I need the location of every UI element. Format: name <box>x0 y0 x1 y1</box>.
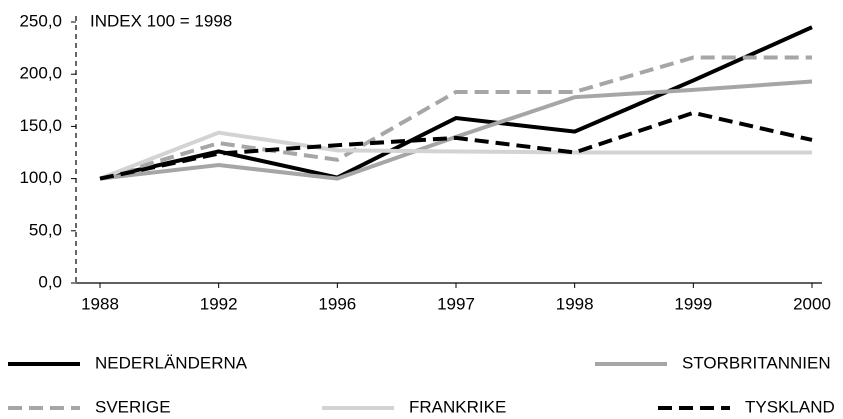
x-tick-label: 1988 <box>81 294 119 313</box>
line-series <box>99 25 813 181</box>
x-tick-label: 2000 <box>793 294 831 313</box>
legend-label: FRANKRIKE <box>409 397 506 416</box>
legend-label: TYSKLAND <box>745 397 835 416</box>
y-tick-label: 0,0 <box>38 272 62 291</box>
x-tick-label: 1997 <box>437 294 475 313</box>
line-series <box>99 130 812 181</box>
y-tick-label: 150,0 <box>19 116 62 135</box>
x-tick-label: 1992 <box>200 294 238 313</box>
x-tick-label: 1999 <box>674 294 712 313</box>
annotation: INDEX 100 = 1998 <box>90 11 232 30</box>
line-series <box>99 79 813 181</box>
y-tick-label: 250,0 <box>19 11 62 30</box>
x-tick-label: 1996 <box>318 294 356 313</box>
y-tick-label: 50,0 <box>29 220 62 239</box>
x-tick-label: 1998 <box>556 294 594 313</box>
legend-label: SVERIGE <box>95 397 171 416</box>
y-tick-label: 100,0 <box>19 168 62 187</box>
line-series <box>99 110 813 181</box>
legend-label: NEDERLÄNDERNA <box>95 353 248 372</box>
y-tick-label: 200,0 <box>19 64 62 83</box>
line-series <box>99 55 812 181</box>
legend-label: STORBRITANNIEN <box>682 353 831 372</box>
